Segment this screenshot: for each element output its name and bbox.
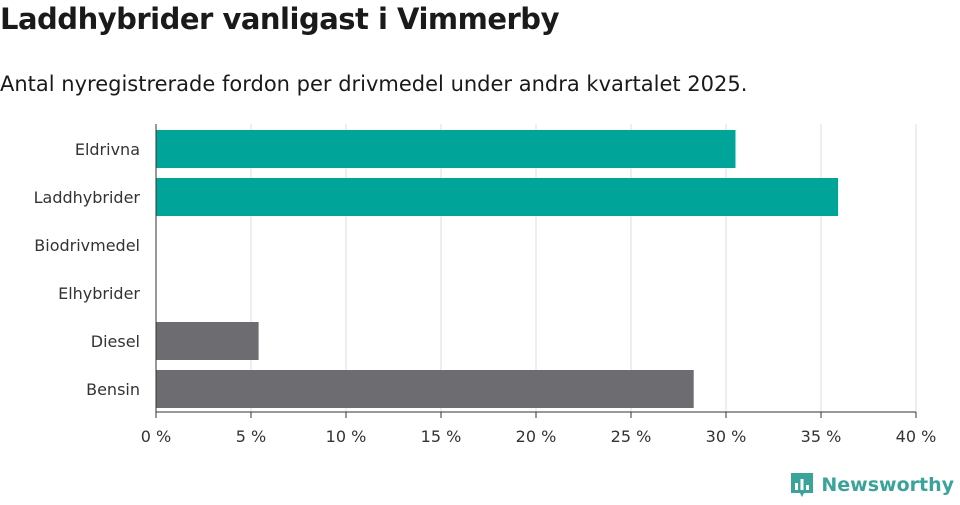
bar: [156, 322, 259, 360]
chart-title: Laddhybrider vanligast i Vimmerby: [0, 2, 559, 36]
bar: [156, 178, 839, 216]
chart-subtitle: Antal nyregistrerade fordon per drivmede…: [0, 72, 748, 96]
x-tick-label: 40 %: [896, 427, 937, 446]
bar: [156, 130, 736, 168]
x-tick-label: 25 %: [611, 427, 652, 446]
category-label: Eldrivna: [75, 140, 140, 159]
category-label: Bensin: [86, 380, 140, 399]
newsworthy-logo: Newsworthy: [789, 471, 954, 499]
category-label: Diesel: [91, 332, 140, 351]
category-label: Elhybrider: [58, 284, 140, 303]
bar: [156, 370, 694, 408]
x-tick-label: 35 %: [801, 427, 842, 446]
x-tick-label: 20 %: [516, 427, 557, 446]
bar-chart-logo-icon: [791, 473, 814, 497]
x-tick-label: 0 %: [141, 427, 171, 446]
x-tick-label: 5 %: [236, 427, 266, 446]
category-label: Laddhybrider: [34, 188, 141, 207]
x-tick-label: 30 %: [706, 427, 747, 446]
logo-text: Newsworthy: [821, 474, 954, 496]
x-tick-label: 10 %: [326, 427, 367, 446]
x-tick-label: 15 %: [421, 427, 462, 446]
category-label: Biodrivmedel: [34, 236, 140, 255]
